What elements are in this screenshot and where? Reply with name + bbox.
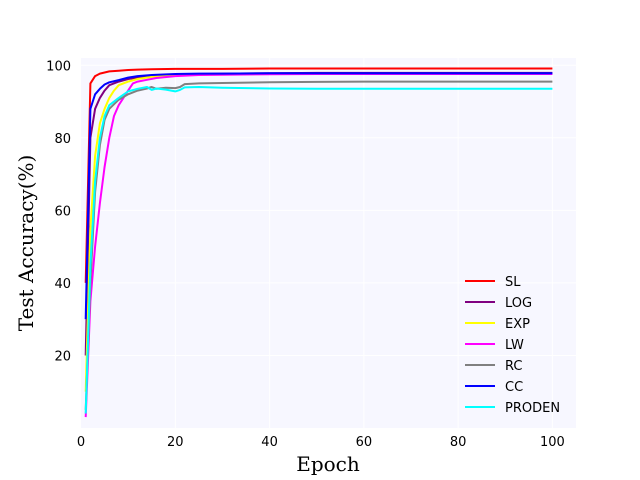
y-axis-title: Test Accuracy(%) — [14, 155, 38, 332]
legend-item: LW — [465, 338, 524, 353]
legend-item: SL — [465, 275, 521, 290]
y-tick-label: 20 — [54, 349, 71, 364]
legend-label: PRODEN — [505, 401, 560, 416]
legend-item: EXP — [465, 317, 530, 332]
legend-item: RC — [465, 359, 522, 374]
x-tick-label: 40 — [261, 435, 278, 450]
series-line-cc — [84, 72, 553, 320]
x-tick-label: 100 — [540, 435, 565, 450]
legend-label: CC — [505, 380, 523, 395]
legend: SL LOG EXP LW RC CC PRODEN — [465, 275, 560, 416]
y-tick-label: 80 — [54, 132, 71, 147]
legend-label: RC — [505, 359, 522, 374]
x-tick-label: 0 — [77, 435, 85, 450]
legend-item: CC — [465, 380, 523, 395]
legend-item: LOG — [465, 296, 532, 311]
series-line-sl — [84, 67, 553, 283]
legend-label: EXP — [505, 317, 530, 332]
legend-label: LOG — [505, 296, 532, 311]
y-tick-label: 60 — [54, 204, 71, 219]
x-axis-title: Epoch — [296, 452, 360, 476]
legend-item: PRODEN — [465, 401, 560, 416]
legend-label: LW — [505, 338, 524, 353]
y-tick-label: 100 — [46, 59, 71, 74]
y-tick-label: 40 — [54, 277, 71, 292]
tick-labels: 0 20 40 60 80 100 20 40 60 80 100 — [46, 59, 565, 450]
series-line-proden — [84, 86, 553, 414]
plot-area — [81, 58, 576, 428]
legend-label: SL — [505, 275, 521, 290]
x-tick-label: 80 — [450, 435, 467, 450]
x-tick-label: 60 — [356, 435, 373, 450]
series-lines — [84, 67, 553, 418]
grid — [81, 58, 576, 428]
x-tick-label: 20 — [167, 435, 184, 450]
